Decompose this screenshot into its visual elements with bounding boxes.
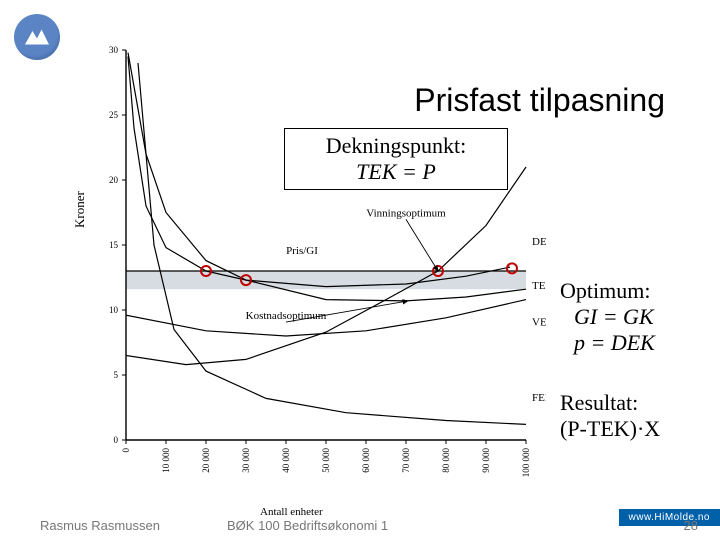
resultat-callout: Resultat: (P-TEK)·X — [560, 390, 660, 442]
svg-text:Pris/GI: Pris/GI — [286, 245, 318, 257]
svg-text:70 000: 70 000 — [401, 448, 411, 473]
svg-text:DEK: DEK — [532, 236, 546, 248]
page-number: 28 — [684, 518, 698, 533]
footer-course: BØK 100 Bedriftsøkonomi 1 — [227, 518, 388, 533]
chart-area: 0 5 10 15 20 25 30 0 10 000 20 000 30 000 40 000 50 … — [96, 40, 546, 480]
svg-text:25: 25 — [109, 110, 119, 120]
brand-logo — [14, 14, 60, 60]
svg-text:FEK: FEK — [532, 392, 546, 404]
svg-text:5: 5 — [114, 370, 119, 380]
svg-text:30: 30 — [109, 45, 119, 55]
svg-text:100 000: 100 000 — [521, 448, 531, 478]
footer-author: Rasmus Rasmussen — [40, 518, 160, 533]
svg-text:0: 0 — [114, 435, 119, 445]
svg-text:30 000: 30 000 — [241, 448, 251, 473]
x-axis-label: Antall enheter — [260, 506, 323, 518]
optimum-callout: Optimum: GI = GK p = DEK — [560, 278, 655, 356]
optimum-f2: p = DEK — [574, 330, 655, 356]
svg-text:10: 10 — [109, 305, 119, 315]
optimum-head: Optimum: — [560, 278, 655, 304]
svg-text:80 000: 80 000 — [441, 448, 451, 473]
svg-text:Kostnadsoptimum: Kostnadsoptimum — [246, 310, 327, 322]
svg-text:20 000: 20 000 — [201, 448, 211, 473]
svg-text:VEK: VEK — [532, 317, 546, 329]
svg-text:40 000: 40 000 — [281, 448, 291, 473]
svg-text:15: 15 — [109, 240, 119, 250]
svg-text:50 000: 50 000 — [321, 448, 331, 473]
svg-text:Vinningsoptimum: Vinningsoptimum — [366, 207, 446, 219]
resultat-head: Resultat: — [560, 390, 660, 416]
svg-text:20: 20 — [109, 175, 119, 185]
resultat-f1: (P-TEK)·X — [560, 416, 660, 442]
svg-text:90 000: 90 000 — [481, 448, 491, 473]
mountain-icon — [22, 22, 52, 52]
himolde-tag: www.HiMolde.no — [619, 509, 720, 526]
y-axis-label: Kroner — [72, 191, 88, 228]
svg-text:TEK: TEK — [532, 280, 546, 292]
svg-text:10 000: 10 000 — [161, 448, 171, 473]
svg-text:0: 0 — [121, 448, 131, 453]
optimum-f1: GI = GK — [574, 304, 655, 330]
svg-text:60 000: 60 000 — [361, 448, 371, 473]
